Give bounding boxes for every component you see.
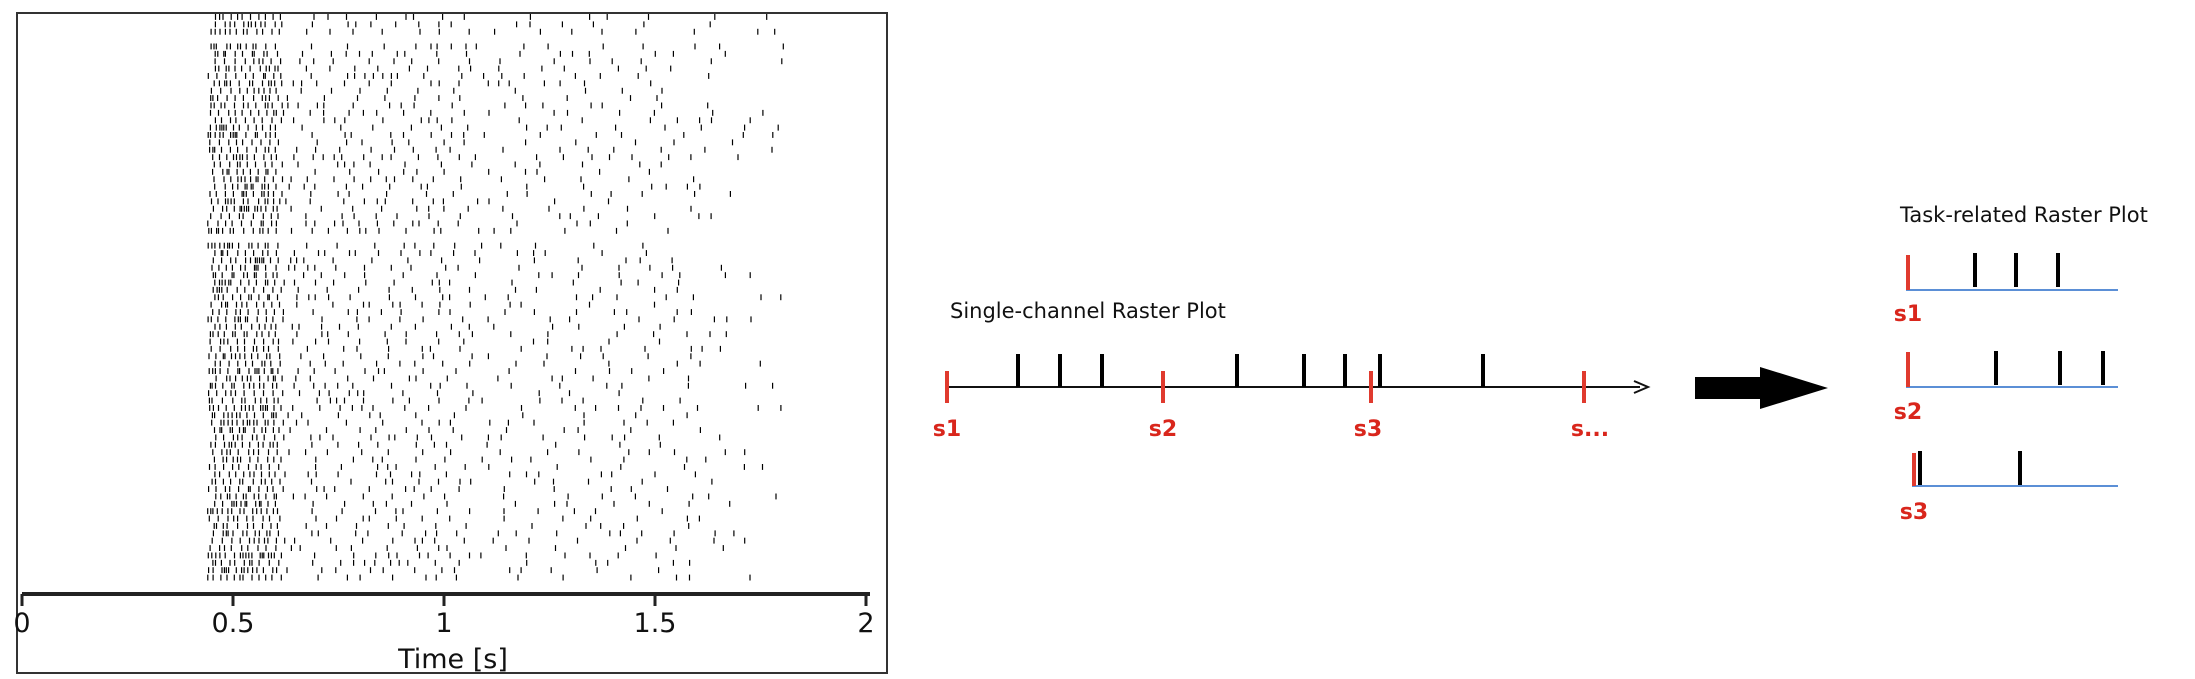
single-channel-title: Single-channel Raster Plot [950,299,1226,323]
task-row-s2: s2 [1894,351,2118,425]
raster-x-tick-label: 0 [13,608,30,639]
raster-x-tick-label: 1 [435,608,452,639]
task-related-title: Task-related Raster Plot [1899,203,2148,227]
raster-x-tick-label: 2 [857,608,874,639]
task-row-label: s1 [1894,302,1922,327]
stimulus-label-s3: s3 [1354,417,1382,442]
single-channel-arrowhead [1633,380,1651,394]
raster-spikes [207,14,784,581]
raster-x-label: Time [s] [397,644,508,675]
single-channel-spikes [1016,354,1485,387]
task-row-s3: s3 [1900,451,2118,525]
task-row-label: s2 [1894,400,1922,425]
task-row-label: s3 [1900,500,1928,525]
raster-x-tick-label: 0.5 [212,608,255,639]
stimulus-label-sn: s... [1571,417,1609,442]
single-channel-stimuli [945,371,1586,403]
raster-x-ticks: 0 0.5 1 1.5 2 [13,594,875,639]
stimulus-label-s1: s1 [933,417,961,442]
raster-x-tick-label: 1.5 [634,608,677,639]
right-arrow-icon [1695,367,1828,409]
task-row-s1: s1 [1894,253,2118,327]
stimulus-label-s2: s2 [1149,417,1177,442]
